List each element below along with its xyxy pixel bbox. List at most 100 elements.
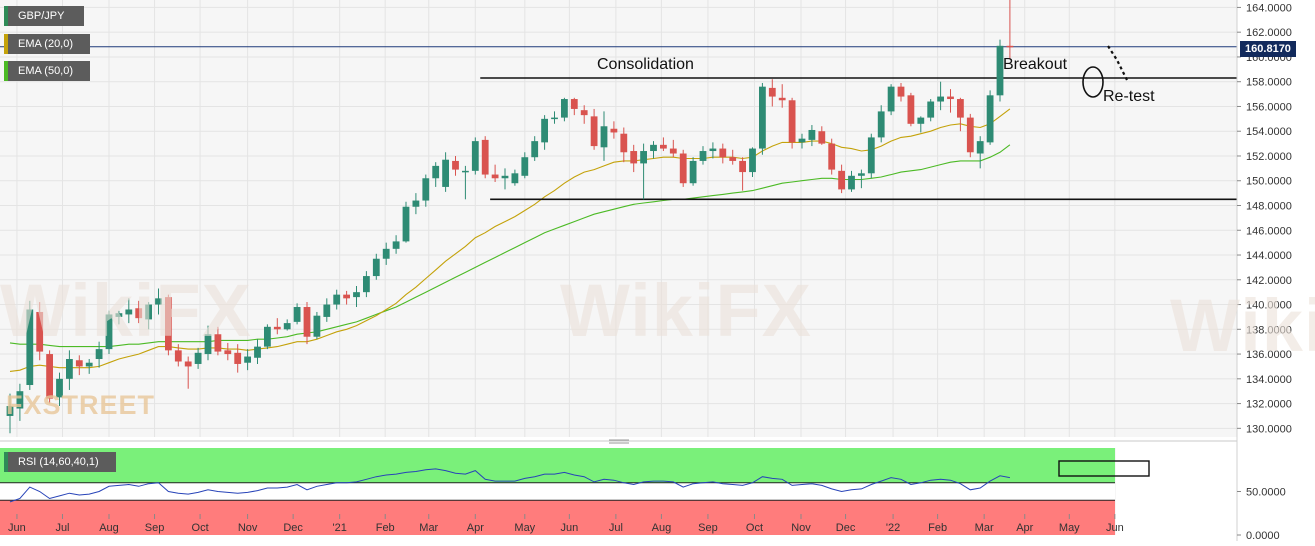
pane-resize-handle[interactable] (609, 439, 629, 444)
y-tick-label: 140.0000 (1246, 300, 1292, 312)
x-tick-label: Jul (609, 522, 623, 534)
candle-body (768, 87, 776, 97)
candle-body (333, 294, 341, 305)
candle-body (75, 360, 83, 367)
fxstreet-logo: FXSTREET (6, 390, 156, 420)
x-tick-label: Apr (1016, 522, 1033, 534)
watermark-logo-right: WikiFX (1170, 284, 1315, 367)
symbol-legend[interactable]: GBP/JPY (4, 6, 84, 26)
candle-body (26, 309, 34, 386)
candle-body (363, 276, 370, 293)
y-tick-label: 152.0000 (1246, 151, 1292, 163)
candle-body (858, 173, 865, 176)
level-lines (0, 46, 1237, 201)
x-tick-label: Aug (99, 522, 119, 534)
candle-body (749, 148, 756, 173)
x-tick-label: Dec (836, 522, 856, 534)
x-tick-label: '21 (332, 522, 346, 534)
y-tick-label: 156.0000 (1246, 101, 1292, 113)
x-tick-label: Feb (376, 522, 395, 534)
candle-body (739, 160, 746, 173)
candle-body (471, 141, 479, 171)
candle-body (917, 117, 925, 124)
candle-body (957, 99, 964, 118)
candle-body (194, 352, 202, 364)
candle-body (115, 313, 123, 317)
candle-body (669, 148, 677, 154)
candle-body (640, 151, 647, 164)
candle-body (986, 95, 994, 143)
rsi-pane (0, 448, 1150, 535)
x-tick-label: Jun (1106, 522, 1124, 534)
candle-body (620, 133, 628, 153)
candle-body (788, 100, 796, 143)
candle-body (798, 138, 806, 143)
candle-body (531, 141, 539, 158)
retest-label: Re-test (1103, 88, 1155, 105)
x-tick-label: Jul (55, 522, 69, 534)
candle-body (254, 346, 261, 358)
x-tick-label: Mar (975, 522, 994, 534)
consolidation-label: Consolidation (597, 56, 694, 73)
candle-body (323, 304, 331, 317)
candle-body (184, 361, 192, 367)
candle-body (491, 174, 499, 179)
candle-body (46, 354, 53, 399)
candle-body (699, 151, 707, 161)
x-tick-label: May (514, 522, 535, 534)
candle-body (650, 144, 657, 152)
watermark-logo-center: WikiFX (560, 269, 813, 352)
candle-body (105, 314, 113, 350)
candle-body (501, 175, 509, 179)
y-tick-label: 134.0000 (1246, 374, 1292, 386)
candle-body (541, 118, 548, 143)
rsi-legend[interactable]: RSI (14,60,40,1) (4, 452, 116, 472)
candle-body (36, 311, 44, 352)
ema20-legend[interactable]: EMA (20,0) (4, 34, 90, 54)
rsi-tick-label: 0.0000 (1246, 530, 1280, 541)
main-plot-area (0, 0, 1237, 437)
y-tick-label: 132.0000 (1246, 399, 1292, 411)
candle-body (145, 304, 152, 320)
x-tick-label: Aug (652, 522, 672, 534)
candle-body (481, 139, 489, 175)
candle-body (838, 170, 845, 190)
candle-body (313, 315, 321, 337)
candle-body (679, 153, 687, 184)
candle-body (174, 350, 182, 362)
candle-body (224, 350, 232, 355)
rsi-axis: 50.0000 0.0000 (1237, 487, 1286, 542)
candle-body (66, 359, 73, 379)
candle-body (56, 378, 63, 398)
candle-body (343, 294, 350, 299)
candle-body (402, 206, 410, 242)
watermark-logo-left: WikiFX (0, 269, 253, 352)
y-tick-label: 144.0000 (1246, 250, 1292, 262)
candle-body (125, 309, 133, 315)
candle-body (442, 159, 449, 187)
candle-body (719, 148, 727, 158)
x-tick-label: Feb (928, 522, 947, 534)
rsi-neutral-zone (0, 482, 1115, 501)
candle-body (234, 352, 242, 364)
candle-body (95, 349, 103, 360)
annotations-layer: Consolidation Breakout Re-test (597, 45, 1155, 105)
y-tick-label: 162.0000 (1246, 27, 1292, 39)
rsi-tick-label: 50.0000 (1246, 487, 1286, 499)
candle-body (937, 96, 944, 102)
candle-body (452, 160, 459, 170)
x-tick-label: Jun (560, 522, 578, 534)
y-tick-label: 150.0000 (1246, 176, 1292, 188)
candle-body (689, 160, 697, 184)
price-axis[interactable]: 130.0000 132.0000 134.0000 136.0000 138.0000… (1237, 2, 1292, 435)
candle-body (729, 157, 737, 161)
candle-body (996, 45, 1004, 96)
y-tick-label: 136.0000 (1246, 349, 1292, 361)
candle-body (244, 356, 251, 363)
candle-body (630, 151, 638, 164)
time-axis[interactable]: '20JunJulAugSepOctNovDec'21FebMarAprMayJ… (0, 514, 1124, 534)
ema50-legend[interactable]: EMA (50,0) (4, 61, 90, 81)
candle-body (610, 128, 618, 133)
